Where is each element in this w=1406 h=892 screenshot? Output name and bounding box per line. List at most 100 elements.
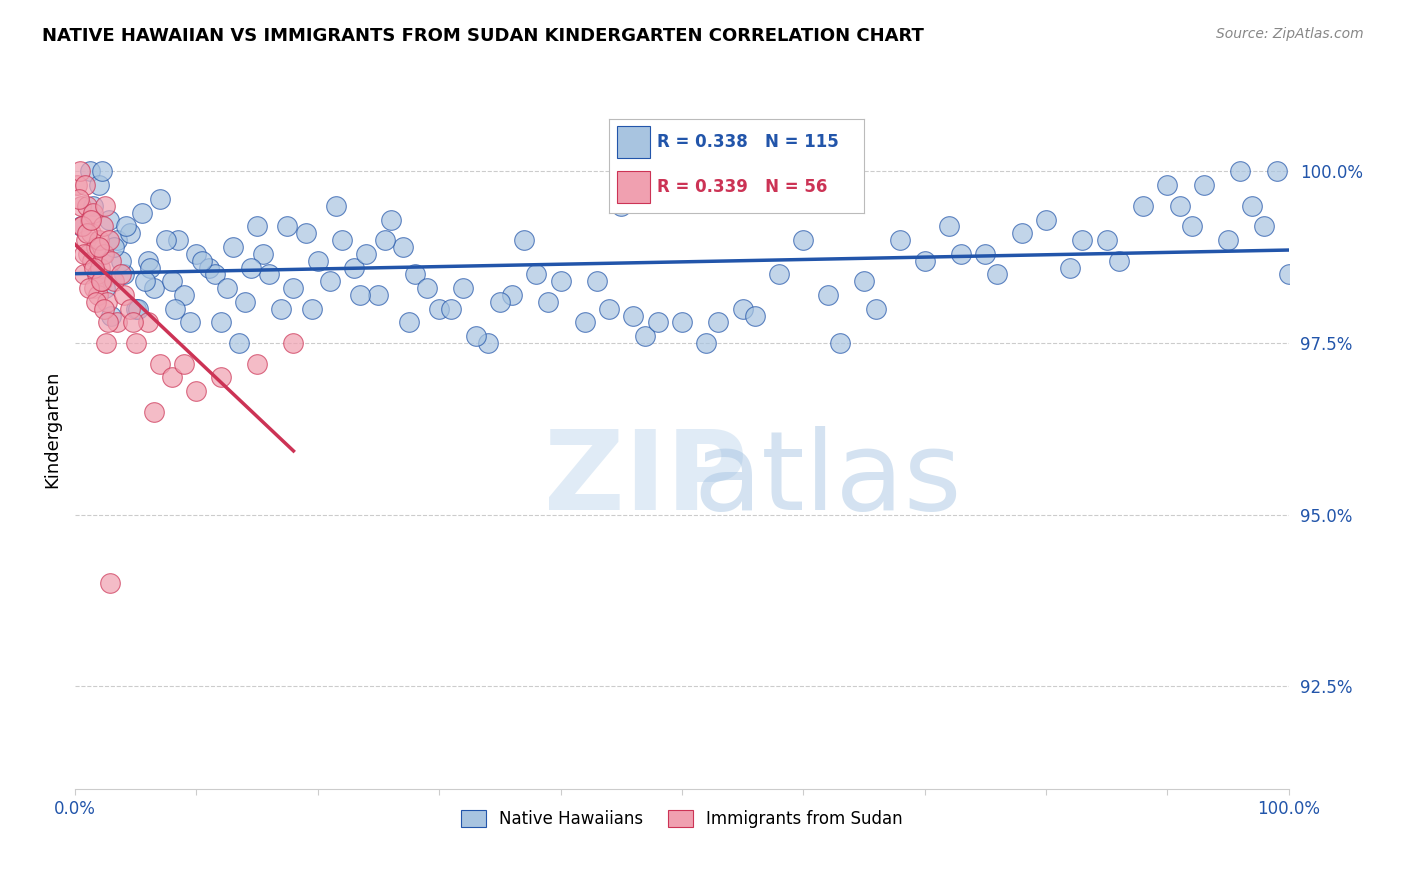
Point xyxy=(79,164,101,178)
Point xyxy=(66,178,89,193)
Point xyxy=(160,370,183,384)
Point xyxy=(70,219,93,234)
Point xyxy=(90,274,112,288)
Point xyxy=(222,240,245,254)
Point xyxy=(73,178,96,193)
Point xyxy=(524,268,547,282)
Point xyxy=(107,233,129,247)
Point xyxy=(550,274,572,288)
Point xyxy=(122,316,145,330)
Point xyxy=(283,336,305,351)
Point xyxy=(142,281,165,295)
Point xyxy=(817,288,839,302)
Point xyxy=(707,316,730,330)
Point xyxy=(537,294,560,309)
Point xyxy=(1095,233,1118,247)
Point xyxy=(94,281,117,295)
Point xyxy=(93,301,115,316)
Point xyxy=(1192,178,1215,193)
Point xyxy=(103,240,125,254)
Point xyxy=(97,316,120,330)
Point xyxy=(118,301,141,316)
Point xyxy=(453,281,475,295)
Text: atlas: atlas xyxy=(693,425,962,533)
Point xyxy=(1156,178,1178,193)
Point xyxy=(647,316,669,330)
Point xyxy=(914,253,936,268)
Point xyxy=(427,301,450,316)
Point xyxy=(77,247,100,261)
Point xyxy=(91,219,114,234)
Point xyxy=(134,274,156,288)
Point xyxy=(98,576,121,591)
Point xyxy=(209,370,232,384)
Text: Source: ZipAtlas.com: Source: ZipAtlas.com xyxy=(1216,27,1364,41)
Point xyxy=(1265,164,1288,178)
Point xyxy=(373,233,395,247)
Point xyxy=(938,219,960,234)
Point xyxy=(440,301,463,316)
Point xyxy=(404,268,426,282)
Point xyxy=(610,199,633,213)
Point xyxy=(139,260,162,275)
Point xyxy=(84,240,107,254)
Point xyxy=(70,199,93,213)
Point xyxy=(91,247,114,261)
Point xyxy=(1168,199,1191,213)
Point xyxy=(94,199,117,213)
Point xyxy=(228,336,250,351)
Point xyxy=(574,316,596,330)
Point xyxy=(621,309,644,323)
Point xyxy=(695,336,717,351)
Legend: Native Hawaiians, Immigrants from Sudan: Native Hawaiians, Immigrants from Sudan xyxy=(454,804,910,835)
Point xyxy=(768,268,790,282)
Point xyxy=(1108,253,1130,268)
Point xyxy=(149,357,172,371)
Point xyxy=(1059,260,1081,275)
Point xyxy=(1241,199,1264,213)
Point xyxy=(87,288,110,302)
Point xyxy=(343,260,366,275)
Point xyxy=(744,309,766,323)
Point xyxy=(160,274,183,288)
Point xyxy=(671,316,693,330)
Point xyxy=(209,316,232,330)
Point xyxy=(634,329,657,343)
Point xyxy=(889,233,911,247)
Point xyxy=(73,247,96,261)
Point xyxy=(149,192,172,206)
Point xyxy=(477,336,499,351)
Point xyxy=(83,281,105,295)
Point xyxy=(100,309,122,323)
Point xyxy=(118,226,141,240)
Point xyxy=(115,219,138,234)
Point xyxy=(100,253,122,268)
Point xyxy=(173,288,195,302)
Point xyxy=(103,274,125,288)
Point xyxy=(112,288,135,302)
Point xyxy=(325,199,347,213)
Point xyxy=(1216,233,1239,247)
Point xyxy=(1253,219,1275,234)
Point xyxy=(98,212,121,227)
Point xyxy=(89,178,111,193)
Point xyxy=(792,233,814,247)
Point xyxy=(252,247,274,261)
Point xyxy=(87,240,110,254)
Point xyxy=(93,247,115,261)
Point xyxy=(307,253,329,268)
Point xyxy=(90,274,112,288)
Point xyxy=(391,240,413,254)
Point xyxy=(107,316,129,330)
Point xyxy=(197,260,219,275)
Point xyxy=(80,253,103,268)
Point xyxy=(1035,212,1057,227)
Point xyxy=(84,294,107,309)
Y-axis label: Kindergarten: Kindergarten xyxy=(44,370,60,488)
Point xyxy=(1229,164,1251,178)
Point xyxy=(77,281,100,295)
Point xyxy=(67,192,90,206)
Point xyxy=(179,316,201,330)
Point xyxy=(89,260,111,275)
Point xyxy=(367,288,389,302)
